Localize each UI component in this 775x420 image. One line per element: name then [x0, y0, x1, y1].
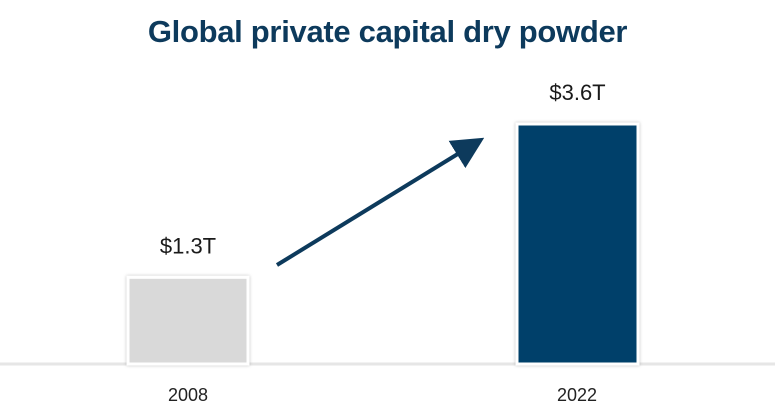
tick-label-2008: 2008 — [168, 385, 208, 405]
growth-arrow — [275, 137, 485, 267]
data-label-2022: $3.6T — [549, 80, 605, 105]
bar-2008 — [126, 275, 250, 366]
chart-title: Global private capital dry powder — [147, 14, 628, 49]
data-label-2008: $1.3T — [160, 233, 216, 258]
tick-label-2022: 2022 — [557, 385, 597, 405]
bar-2022 — [515, 122, 640, 366]
